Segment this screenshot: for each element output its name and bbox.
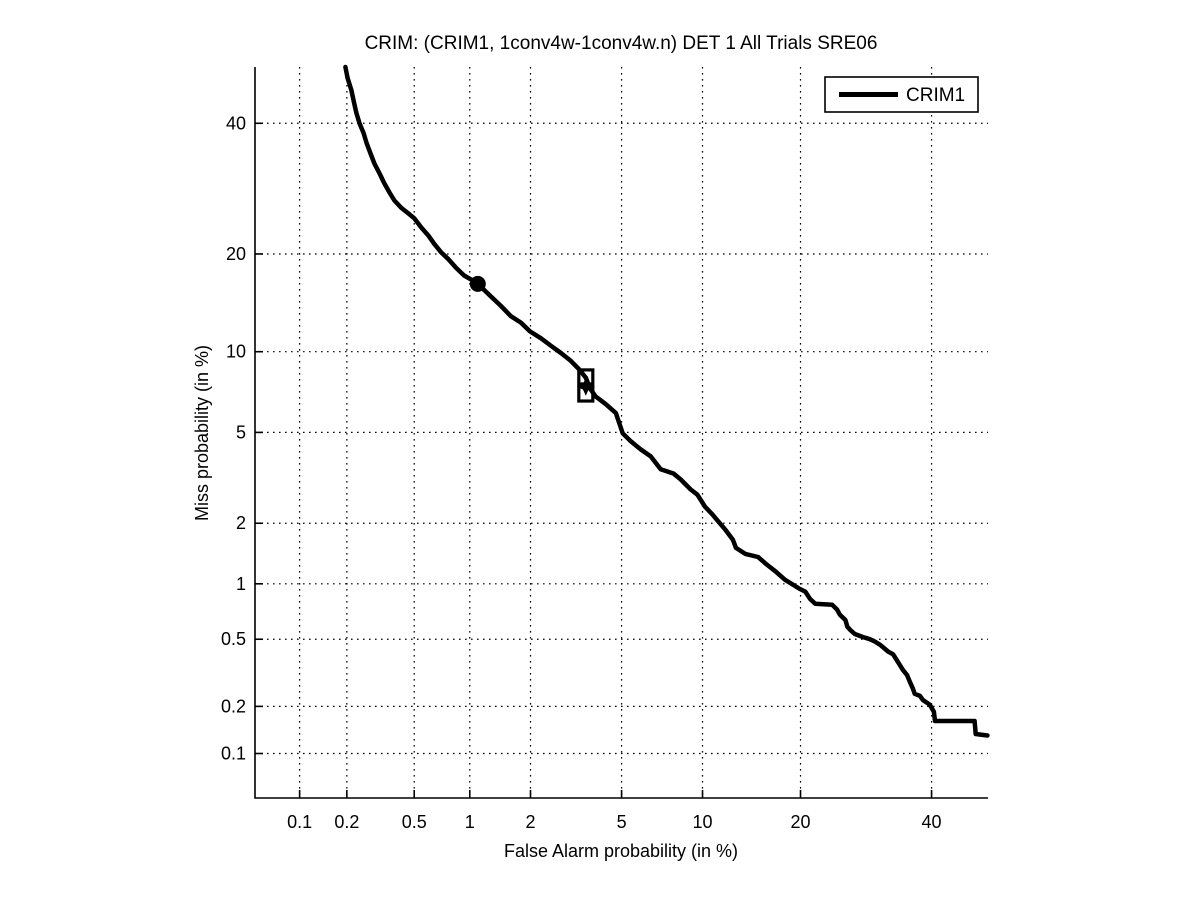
legend-box	[824, 76, 979, 113]
y-axis-label: Miss probability (in %)	[192, 345, 212, 521]
legend: CRIM1	[824, 76, 979, 113]
y-tick-label: 10	[226, 342, 246, 362]
y-tick-label: 20	[226, 244, 246, 264]
x-tick-label: 0.2	[334, 812, 359, 832]
y-tick-label: 1	[236, 574, 246, 594]
y-tick-label: 0.1	[221, 744, 246, 764]
operating-point-markers	[469, 275, 595, 403]
x-tick-label: 5	[617, 812, 627, 832]
axis-tick-marks	[255, 122, 933, 798]
x-tick-label: 2	[525, 812, 535, 832]
x-tick-label: 20	[791, 812, 811, 832]
chart-title: CRIM: (CRIM1, 1conv4w-1conv4w.n) DET 1 A…	[365, 33, 878, 54]
x-tick-label: 10	[693, 812, 713, 832]
det-curve-crim1	[343, 64, 990, 738]
x-tick-label: 0.1	[287, 812, 312, 832]
y-tick-labels: 0.1 0.2 0.5 1 2 5 10 20 40	[221, 113, 246, 763]
axis-lines	[254, 67, 988, 799]
marker-filled-circle	[469, 275, 486, 292]
x-tick-label: 0.5	[402, 812, 427, 832]
y-tick-label: 0.5	[221, 629, 246, 649]
y-tick-label: 5	[236, 422, 246, 442]
marker-open-square	[577, 385, 595, 403]
x-tick-label: 40	[922, 812, 942, 832]
x-axis-label: False Alarm probability (in %)	[504, 841, 738, 861]
x-tick-labels: 0.1 0.2 0.5 1 2 5 10 20 40	[287, 812, 941, 832]
legend-label: CRIM1	[906, 85, 965, 106]
x-tick-label: 1	[465, 812, 475, 832]
y-tick-label: 0.2	[221, 696, 246, 716]
y-tick-label: 2	[236, 513, 246, 533]
y-tick-label: 40	[226, 113, 246, 133]
